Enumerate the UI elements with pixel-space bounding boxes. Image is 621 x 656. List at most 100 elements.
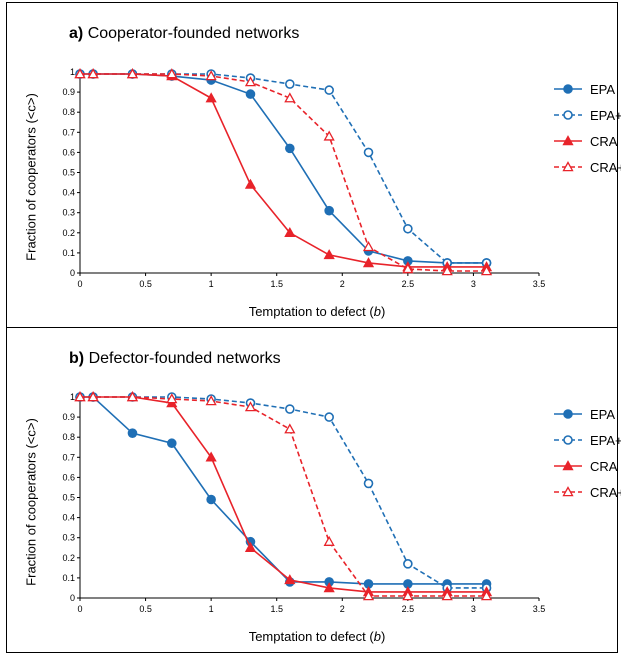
x-tick-label: 0 (77, 279, 82, 289)
y-tick-label: 0.1 (62, 573, 75, 583)
x-axis-label-var: b (373, 304, 381, 319)
legend-marker (562, 486, 574, 497)
x-tick-label: 2.5 (402, 279, 415, 289)
x-tick-label: 3.5 (533, 279, 546, 289)
data-point (324, 85, 334, 95)
data-point (74, 391, 86, 402)
y-tick-label: 0.5 (62, 493, 75, 503)
data-point (285, 143, 295, 154)
y-tick-label: 0.7 (62, 127, 75, 137)
legend-marker (563, 409, 573, 419)
data-point (363, 478, 374, 489)
series-line (80, 396, 487, 585)
data-point (126, 68, 139, 79)
series-line (80, 396, 487, 593)
x-tick-label: 0.5 (139, 279, 152, 289)
chart-panel-a: a) Cooperator-founded networks Fraction … (6, 2, 621, 328)
data-point (87, 68, 99, 79)
data-point (245, 89, 256, 99)
data-point (323, 130, 335, 141)
x-tick-label: 1.5 (270, 279, 283, 289)
y-tick-label: 0.4 (62, 513, 75, 523)
series-line (80, 73, 487, 264)
y-tick-label: 0 (70, 593, 75, 603)
series-line (80, 396, 487, 597)
data-point (323, 535, 335, 546)
chart-title-tag: b) (69, 350, 85, 367)
y-tick-label: 0.1 (62, 248, 75, 258)
data-point (402, 590, 414, 601)
data-point (324, 412, 334, 422)
x-tick-label: 0.5 (139, 604, 152, 614)
series-line (80, 73, 487, 264)
y-tick-label: 0.6 (62, 147, 75, 157)
plot-area: 0 0.1 0.2 0.3 0.4 0.5 0.6 0.7 0.8 0.9 1 0 0.5 1 1.5 2 2.… (62, 391, 621, 614)
legend-label: CRA (590, 134, 618, 149)
data-point (166, 393, 178, 404)
data-point (480, 590, 493, 601)
data-point (205, 395, 217, 406)
series-line (80, 396, 487, 589)
series-line (80, 73, 487, 268)
x-axis-label-end: ) (380, 629, 386, 644)
data-point (362, 241, 375, 252)
chart-title-text: Cooperator-founded networks (87, 25, 300, 42)
legend-marker (563, 435, 573, 445)
legend-label: EPA+ (590, 108, 621, 123)
data-point (166, 68, 178, 79)
chart-title-text: Defector-founded networks (88, 350, 281, 367)
data-point (402, 263, 414, 274)
data-point (403, 559, 413, 569)
data-point (244, 541, 257, 553)
x-tick-label: 3 (471, 604, 476, 614)
data-point (441, 590, 453, 601)
data-point (126, 391, 139, 402)
data-point (244, 178, 257, 189)
data-point (362, 257, 375, 268)
y-tick-label: 1 (70, 67, 75, 77)
y-tick-label: 0.2 (62, 228, 75, 238)
data-point (244, 401, 257, 412)
data-point (74, 68, 86, 79)
y-tick-label: 0.8 (62, 107, 75, 117)
x-tick-label: 2 (340, 279, 345, 289)
data-point (127, 428, 138, 438)
data-point (205, 70, 217, 81)
legend-label: CRA+ (590, 160, 621, 175)
x-axis-label: Temptation to defect (b) (249, 304, 386, 319)
x-axis-label-var: b (373, 629, 381, 644)
chart-title: a) Cooperator-founded networks (69, 25, 299, 43)
y-tick-label: 0.7 (62, 452, 75, 462)
y-tick-label: 0.5 (62, 168, 75, 178)
legend-marker (563, 110, 573, 120)
plot-area: 0 0.1 0.2 0.3 0.4 0.5 0.6 0.7 0.8 0.9 1 0 0.5 1 1.5 2 2.… (62, 67, 621, 289)
data-point (205, 451, 217, 462)
series-line (80, 73, 487, 272)
data-point (323, 582, 335, 593)
data-point (362, 590, 375, 601)
x-tick-label: 3 (471, 279, 476, 289)
data-point (205, 92, 217, 103)
data-point (363, 147, 374, 158)
x-tick-label: 3.5 (533, 604, 546, 614)
x-tick-label: 1 (209, 279, 214, 289)
x-axis-label-end: ) (380, 304, 386, 319)
data-point (167, 438, 177, 449)
x-tick-label: 1 (209, 604, 214, 614)
y-tick-label: 0.9 (62, 412, 75, 422)
data-point (206, 494, 216, 505)
legend-marker (562, 460, 574, 471)
data-point (284, 92, 296, 103)
x-axis-label-main: Temptation to defect ( (248, 304, 374, 319)
chart-title: b) Defector-founded networks (69, 350, 281, 368)
chart-title-tag: a) (69, 25, 84, 42)
data-point (480, 265, 493, 276)
y-tick-label: 0.3 (62, 533, 75, 543)
legend-label: EPA (590, 407, 615, 422)
data-point (403, 223, 413, 234)
data-point (324, 205, 334, 216)
data-point (284, 574, 296, 585)
legend-marker (563, 84, 573, 94)
data-point (285, 404, 295, 414)
data-point (87, 391, 99, 402)
